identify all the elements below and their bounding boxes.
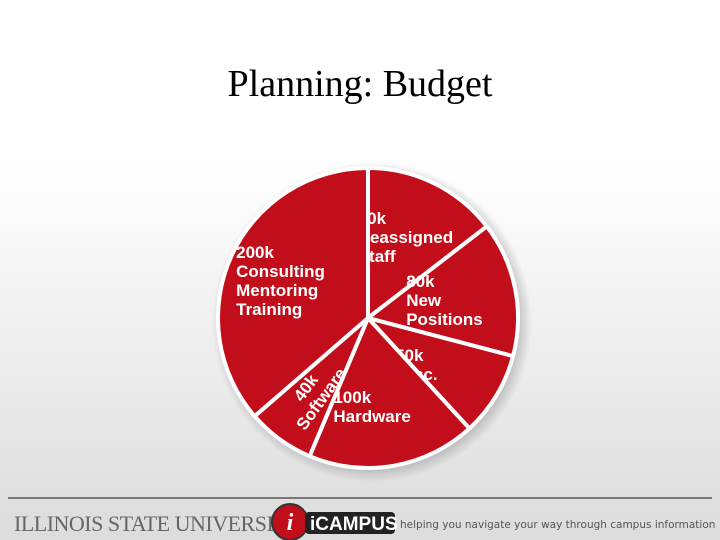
slice-category-label: New xyxy=(406,291,442,310)
brand-box xyxy=(305,512,395,534)
slice-value-label: 100k xyxy=(333,388,371,407)
university-logo: ILLINOIS STATE UNIVERSITY xyxy=(14,511,302,536)
tagline: helping you navigate your way through ca… xyxy=(400,519,715,531)
slice-category-label: Training xyxy=(236,300,302,319)
slide-title: Planning: Budget xyxy=(228,63,493,105)
slice-label: 80k New Positions xyxy=(406,272,483,329)
brand-name: iCAMPUS xyxy=(310,514,398,535)
slice-category-label: Positions xyxy=(406,310,483,329)
pie-slice xyxy=(366,224,520,359)
slice-label: 200k Consulting Mentoring Training xyxy=(236,243,325,319)
pie-slice xyxy=(216,166,370,419)
slice-category-label: Consulting xyxy=(236,262,325,281)
pie: 80kReassignedStaff80kNewPositions50kMisc… xyxy=(216,166,520,470)
pie-slice xyxy=(366,166,489,320)
brand-icon-letter: i xyxy=(287,510,294,536)
slice-category-label: Reassigned xyxy=(358,228,453,247)
pie-slice xyxy=(307,316,472,470)
slice-value-label: 200k xyxy=(236,243,274,262)
slice-value-label: 80k xyxy=(406,272,435,291)
slice-category-label: Mentoring xyxy=(236,281,318,300)
slice-category-label: Hardware xyxy=(333,407,410,426)
slice-label: 100k Hardware xyxy=(333,388,410,426)
